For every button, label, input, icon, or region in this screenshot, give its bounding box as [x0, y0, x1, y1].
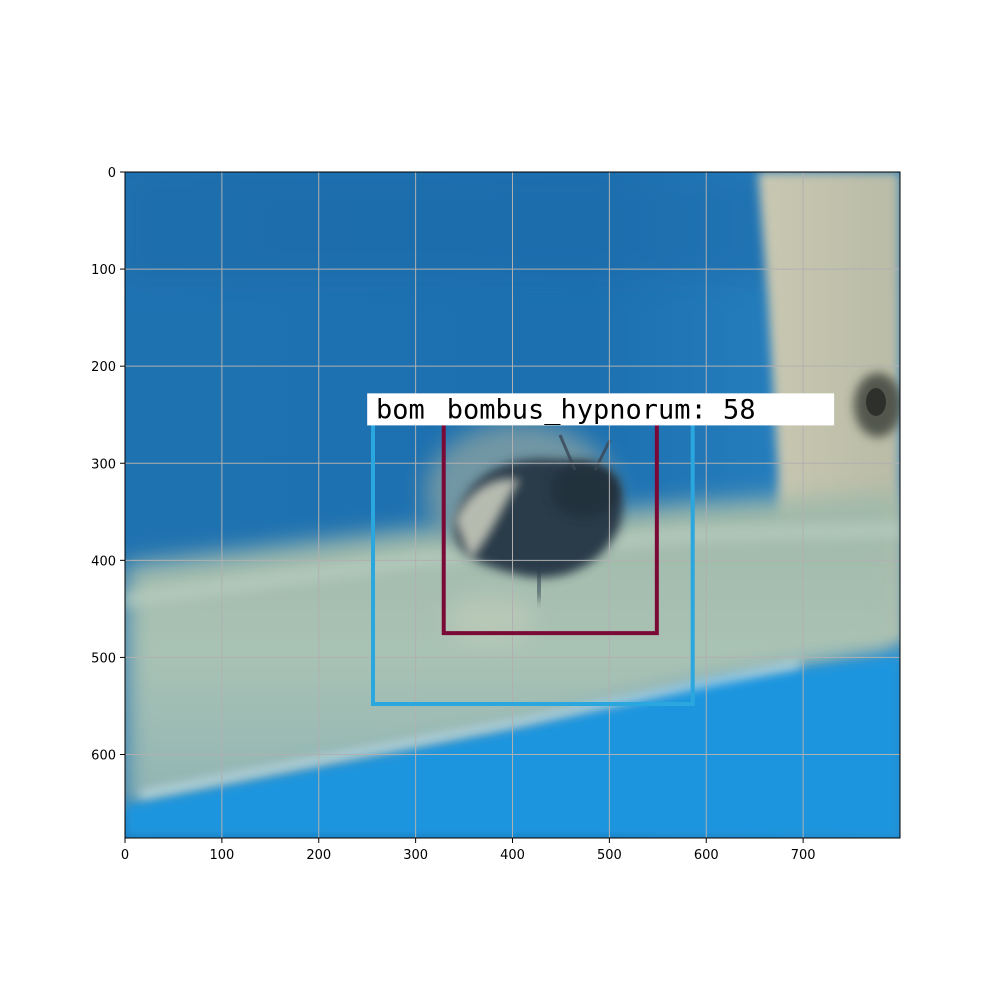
detection-label: bombus_hypnorum: 58: [447, 394, 756, 425]
x-tick-label: 300: [403, 848, 428, 863]
y-tick-label: 300: [91, 457, 116, 472]
detection-label-background: [367, 393, 835, 426]
x-tick-label: 0: [121, 848, 129, 863]
y-tick-label: 100: [91, 263, 116, 278]
y-tick-label: 400: [91, 554, 116, 569]
x-tick-label: 500: [597, 848, 622, 863]
detection-box: [441, 424, 659, 636]
x-tick-label: 700: [791, 848, 816, 863]
x-tick-label: 200: [306, 848, 331, 863]
photo-background: [125, 172, 900, 838]
detection-label: bom: [376, 394, 425, 425]
axis-ticks: 0 100 200 300 400 500 600 700 0 100 200 300 400 500 60…: [91, 166, 815, 863]
x-tick-label: 100: [209, 848, 234, 863]
x-tick-label: 400: [500, 848, 525, 863]
x-tick-label: 600: [694, 848, 719, 863]
y-tick-label: 500: [91, 651, 116, 666]
y-tick-label: 0: [108, 166, 116, 181]
detection-boxes: bom bombus_hypnorum: 58: [367, 393, 835, 707]
detection-box: [371, 424, 695, 707]
y-tick-label: 600: [91, 749, 116, 764]
y-tick-label: 200: [91, 360, 116, 375]
